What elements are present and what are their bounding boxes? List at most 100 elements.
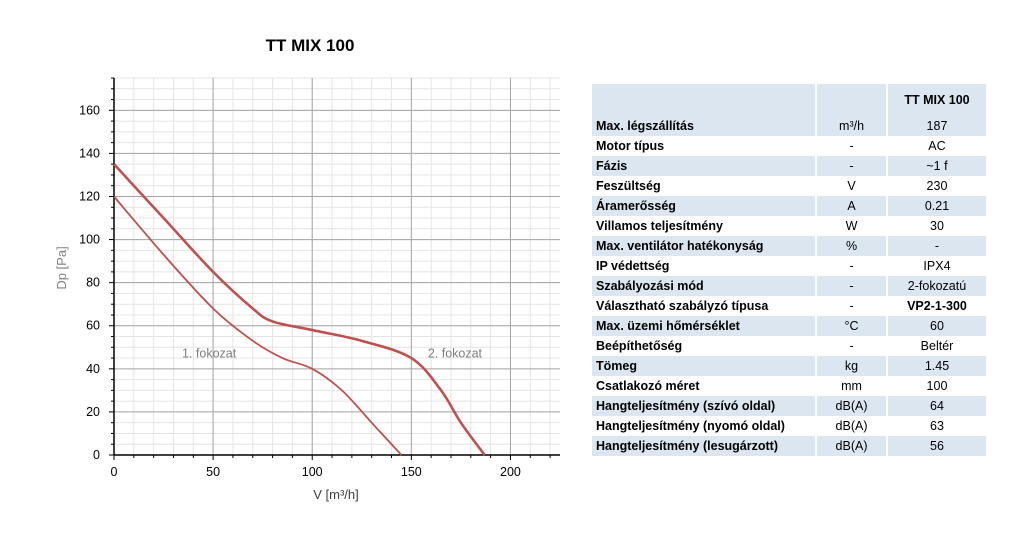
table-row: Max. ventilátor hatékonyság% - [592, 236, 986, 256]
param-value: IPX4 [885, 256, 986, 276]
header-cell-model: TT MIX 100 [885, 84, 986, 116]
param-unit: dB(A) [815, 396, 887, 416]
param-unit: °C [815, 316, 887, 336]
performance-chart: TT MIX 100 0 50 100 150 200 0 20 40 60 80 100 120 14… [54, 36, 560, 502]
y-tick-label: 140 [79, 146, 100, 160]
param-value: VP2-1-300 [885, 296, 986, 316]
header-cell-unit [815, 84, 887, 116]
header-cell-param [592, 84, 817, 116]
series-line-2 [113, 163, 486, 456]
param-unit: - [815, 256, 887, 276]
y-tick-label: 40 [86, 362, 100, 376]
param-name: Max. üzemi hőmérséklet [592, 316, 817, 336]
chart-grid [113, 77, 560, 456]
param-name: Beépíthetőség [596, 339, 683, 353]
param-name: Tömeg [592, 356, 817, 376]
series-annotation: 1. fokozat [182, 347, 237, 361]
param-unit: V [815, 176, 887, 196]
param-value: - [885, 236, 986, 256]
param-unit: % [815, 236, 887, 256]
param-value: 1.45 [885, 356, 986, 376]
param-value: 187 [885, 116, 986, 136]
param-name: Hangteljesítmény (lesugárzott) [592, 436, 817, 456]
param-unit: A [815, 196, 887, 216]
param-name: IP védettség [596, 259, 670, 273]
param-name: Hangteljesítmény (szívó oldal) [592, 396, 817, 416]
param-name: Villamos teljesítmény [596, 219, 723, 233]
param-name: Max. ventilátor hatékonyság [592, 236, 817, 256]
param-name: Hangteljesítmény (nyomó oldal) [596, 419, 785, 433]
param-unit: dB(A) [815, 416, 887, 436]
table-row: IP védettség - IPX4 [592, 256, 986, 276]
x-tick-label: 100 [302, 465, 323, 479]
table-row: Villamos teljesítmény W 30 [592, 216, 986, 236]
y-tick-label: 0 [93, 448, 100, 462]
param-value: 64 [885, 396, 986, 416]
param-name: Feszültség [596, 179, 661, 193]
chart-axes [109, 77, 560, 460]
param-unit: - [815, 336, 887, 356]
x-tick-label: 0 [111, 465, 118, 479]
spec-table-header: TT MIX 100 [592, 84, 986, 116]
chart-title: TT MIX 100 [266, 36, 355, 55]
param-name: Max. légszállítás [592, 116, 817, 136]
param-unit: dB(A) [815, 436, 887, 456]
param-unit: - [815, 276, 887, 296]
table-row: Csatlakozó méret mm 100 [592, 376, 986, 396]
y-axis-label: Dp [Pa] [54, 246, 69, 289]
param-value: 230 [885, 176, 986, 196]
param-name: Szabályozási mód [592, 276, 817, 296]
table-row: Fázis - ~1 f [592, 156, 986, 176]
table-row: Beépíthetőség - Beltér [592, 336, 986, 356]
param-value: 30 [885, 216, 986, 236]
x-tick-label: 200 [500, 465, 521, 479]
table-row: Választható szabályzó típusa - VP2-1-300 [592, 296, 986, 316]
param-value: 56 [885, 436, 986, 456]
param-value: 60 [885, 316, 986, 336]
x-axis-label: V [m³/h] [313, 487, 359, 502]
y-tick-label: 100 [79, 233, 100, 247]
chart-ticks: 0 50 100 150 200 0 20 40 60 80 100 120 140 160 [79, 103, 521, 479]
param-name: Fázis [592, 156, 817, 176]
param-value: 63 [885, 416, 986, 436]
param-name: Motor típus [596, 139, 665, 153]
param-value: 0.21 [885, 196, 986, 216]
table-row: Motor típus - AC [592, 136, 986, 156]
param-unit: - [815, 136, 887, 156]
param-value: 100 [885, 376, 986, 396]
param-unit: - [815, 156, 887, 176]
param-name: Csatlakozó méret [596, 379, 700, 393]
table-row: Szabályozási mód -2-fokozatú [592, 276, 986, 296]
y-tick-label: 80 [86, 276, 100, 290]
x-tick-label: 150 [401, 465, 422, 479]
chart-annotations: 1. fokozat 2. fokozat [182, 347, 483, 361]
y-tick-label: 20 [86, 405, 100, 419]
param-unit: mm [815, 376, 887, 396]
x-tick-label: 50 [206, 465, 220, 479]
table-row: Hangteljesítmény (szívó oldal) dB(A) 64 [592, 396, 986, 416]
param-unit: W [815, 216, 887, 236]
param-unit: m³/h [815, 116, 887, 136]
y-tick-label: 160 [79, 103, 100, 117]
table-row: Hangteljesítmény (lesugárzott) dB(A) 56 [592, 436, 986, 456]
table-row: Max. légszállítás m³/h 187 [592, 116, 986, 136]
table-row: Feszültség V 230 [592, 176, 986, 196]
param-unit: - [815, 296, 887, 316]
param-unit: kg [815, 356, 887, 376]
series-line-1 [113, 195, 403, 456]
series-annotation: 2. fokozat [428, 347, 483, 361]
param-value: AC [885, 136, 986, 156]
spec-table: TT MIX 100 Max. légszállítás m³/h 187 Motor… [592, 84, 986, 456]
table-row: Áramerősség A 0.21 [592, 196, 986, 216]
param-name: Áramerősség [592, 196, 817, 216]
y-tick-label: 120 [79, 189, 100, 203]
param-value: 2-fokozatú [885, 276, 986, 296]
table-row: Max. üzemi hőmérséklet °C 60 [592, 316, 986, 336]
y-tick-label: 60 [86, 319, 100, 333]
param-name: Választható szabályzó típusa [596, 299, 769, 313]
param-value: Beltér [885, 336, 986, 356]
table-row: Tömeg kg 1.45 [592, 356, 986, 376]
table-row: Hangteljesítmény (nyomó oldal) dB(A) 63 [592, 416, 986, 436]
chart-series [113, 163, 486, 456]
param-value: ~1 f [885, 156, 986, 176]
